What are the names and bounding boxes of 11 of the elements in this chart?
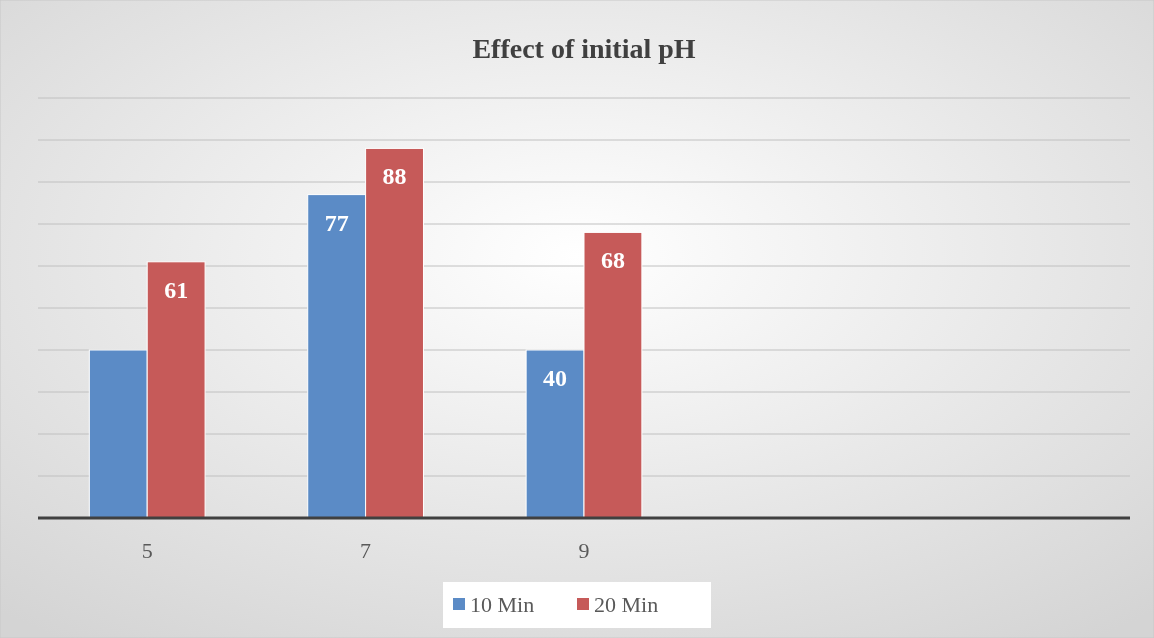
- data-label: 40: [543, 365, 568, 391]
- data-label: 68: [600, 247, 625, 274]
- data-label: 77: [324, 209, 349, 236]
- legend-label: 10 Min: [470, 592, 535, 617]
- x-tick-label: 9: [578, 538, 590, 563]
- data-label: 61: [164, 276, 189, 303]
- chart-title: Effect of initial pH: [472, 33, 696, 64]
- x-tick-label: 7: [360, 538, 372, 563]
- data-label: 88: [382, 163, 407, 190]
- text: 20 Min: [594, 592, 659, 617]
- x-tick-label: 5: [141, 538, 153, 563]
